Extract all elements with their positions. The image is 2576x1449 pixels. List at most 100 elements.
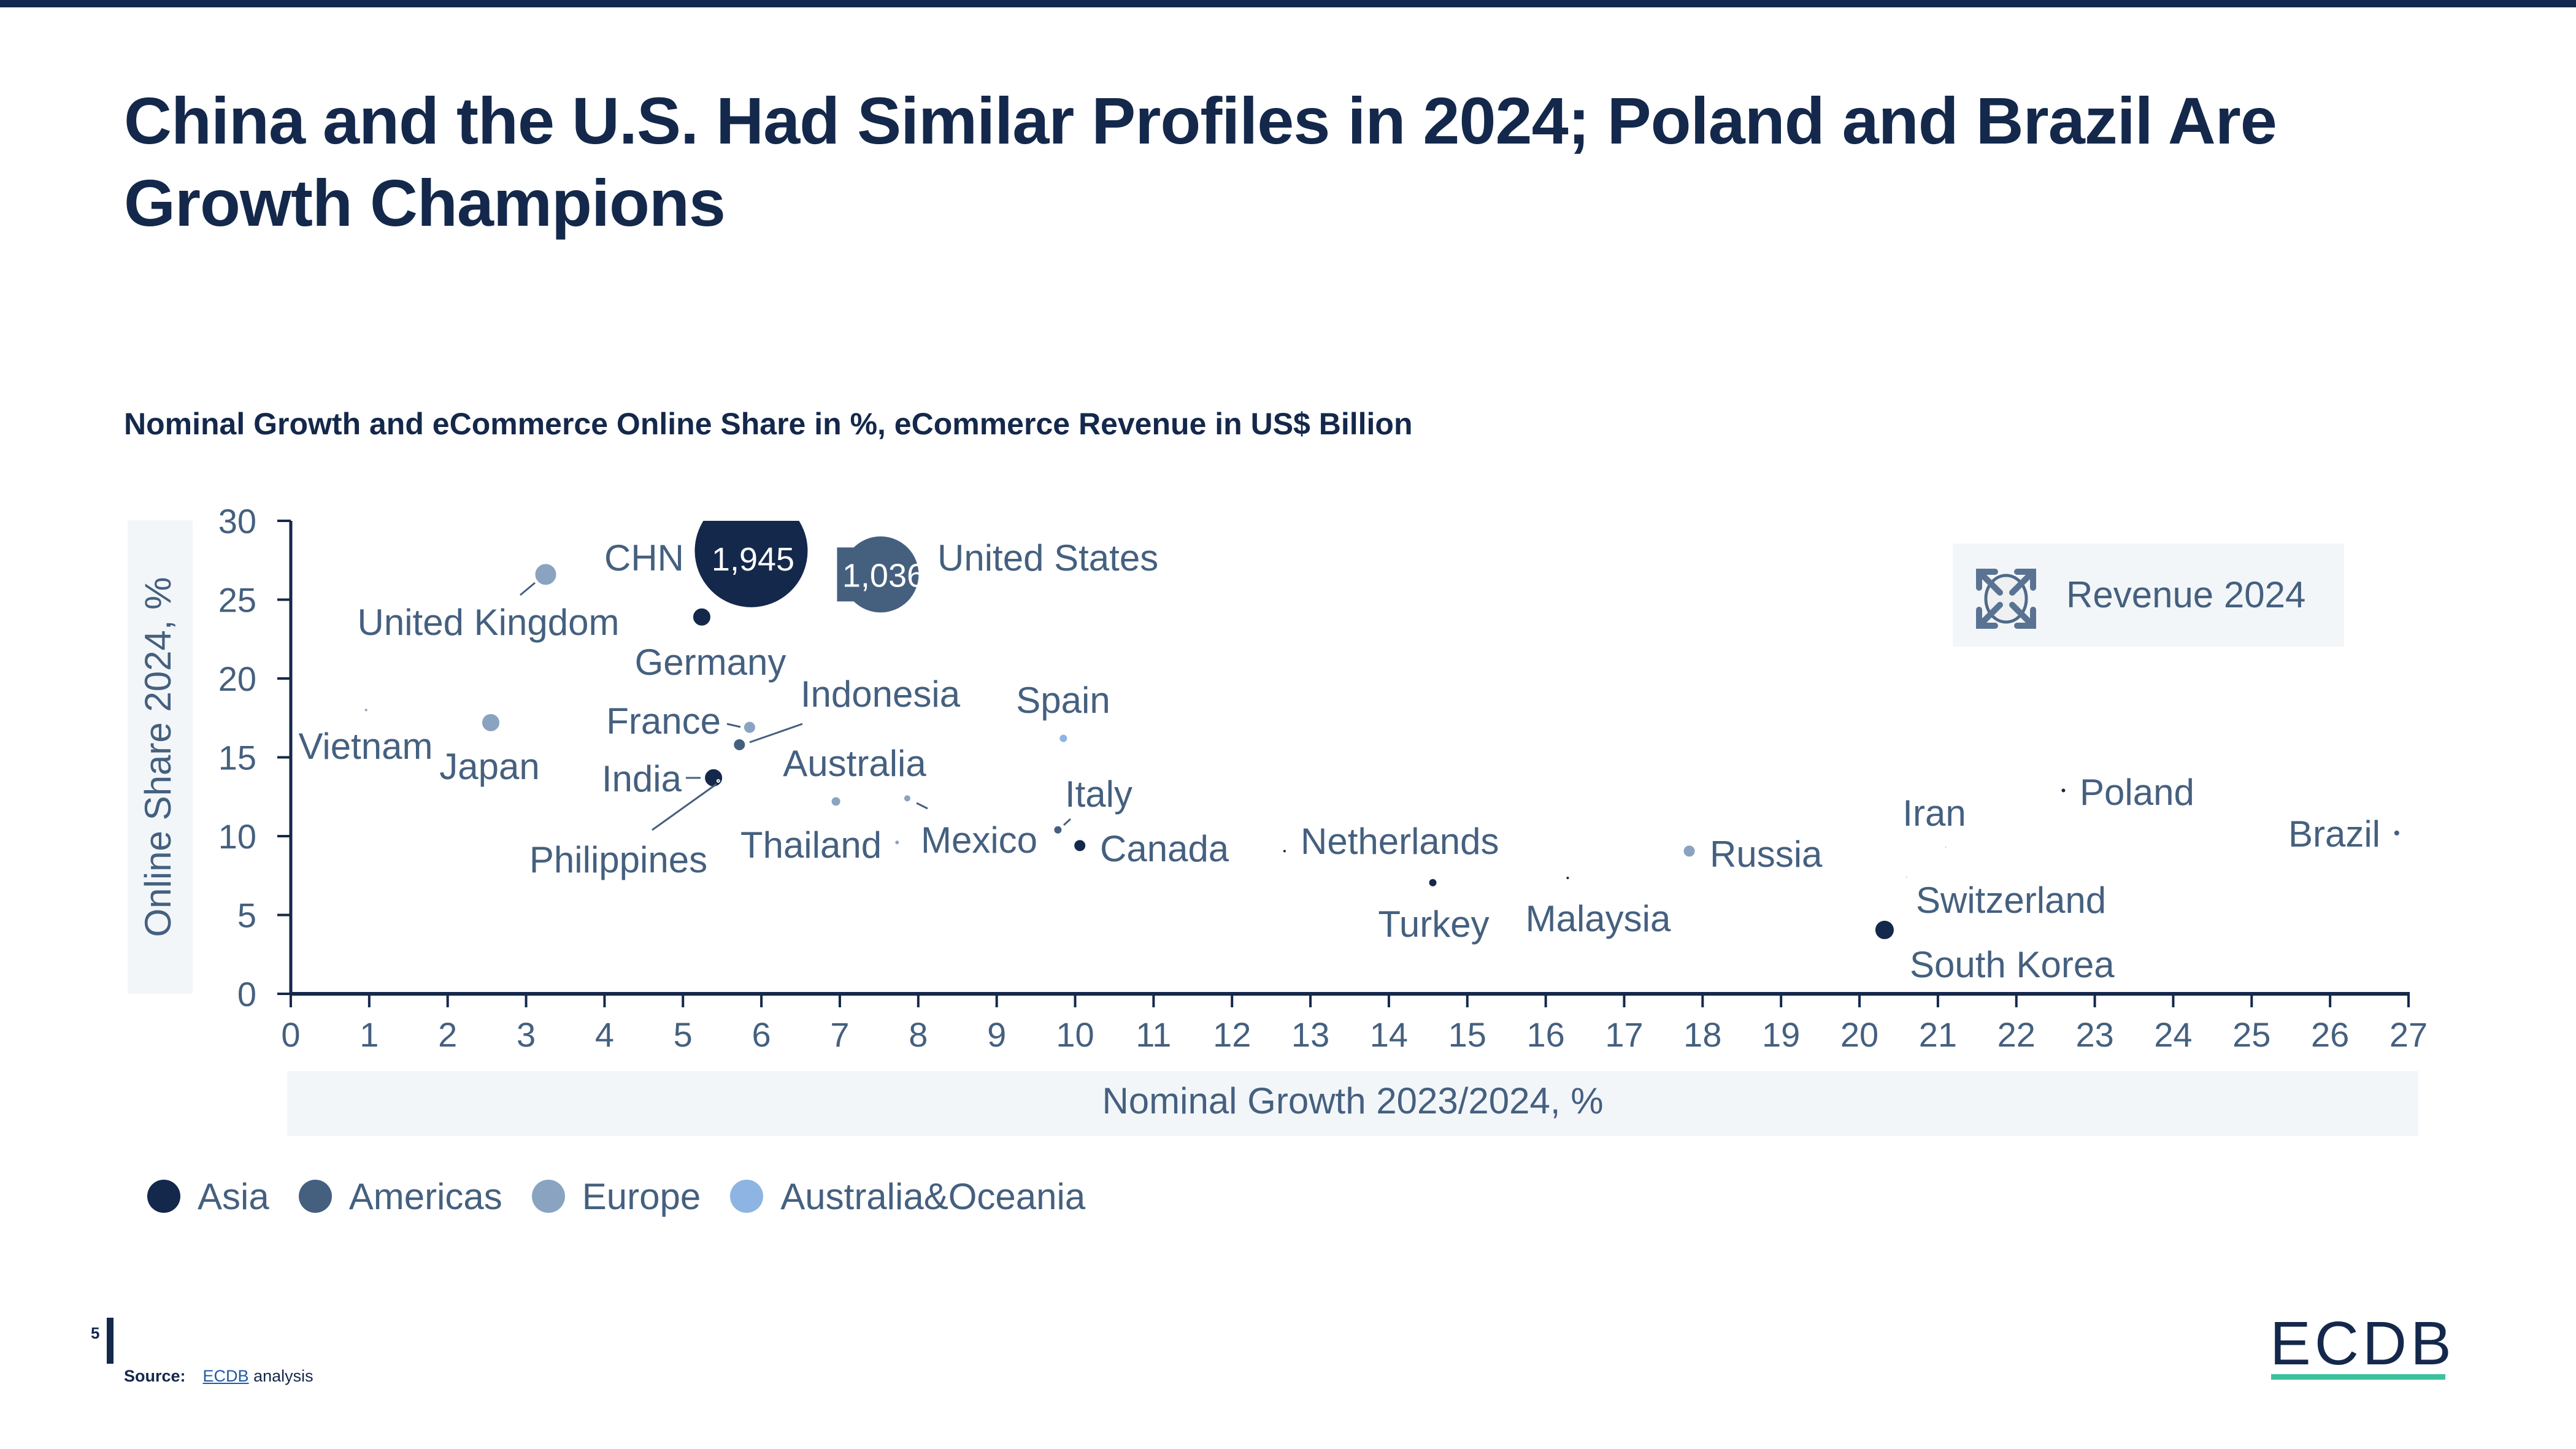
bubble-italy[interactable]: [1053, 824, 1063, 835]
x-tick-label: 10: [1056, 1015, 1094, 1054]
bubble-netherlands[interactable]: [1282, 848, 1287, 854]
x-tick-label: 9: [987, 1015, 1006, 1054]
x-tick-label: 5: [674, 1015, 693, 1054]
bubble-chn[interactable]: [692, 493, 810, 610]
page-number-bar: [107, 1318, 113, 1364]
y-tick-label: 0: [237, 975, 256, 1013]
bubble-russia[interactable]: [1682, 844, 1696, 858]
legend-swatch-australia-oceania: [730, 1180, 764, 1213]
point-label-canada: Canada: [1100, 828, 1229, 869]
legend-label: Australia&Oceania: [780, 1175, 1086, 1217]
size-legend-label: Revenue 2024: [2066, 574, 2305, 615]
x-tick-label: 14: [1370, 1015, 1408, 1054]
bubble-poland[interactable]: [2060, 787, 2067, 794]
y-tick-label: 15: [218, 739, 256, 777]
x-tick-label: 3: [517, 1015, 536, 1054]
point-label-india: India: [602, 758, 682, 799]
legend-item-europe[interactable]: Europe: [531, 1175, 701, 1218]
point-label-australia: Australia: [783, 743, 926, 784]
legend-item-americas[interactable]: Americas: [298, 1175, 502, 1218]
x-tick-label: 21: [1919, 1015, 1957, 1054]
bubble-germany[interactable]: [691, 607, 712, 627]
y-axis-title: Online Share 2024, %: [137, 577, 179, 937]
point-label-malaysia: Malaysia: [1526, 898, 1671, 939]
page-number: 5: [91, 1324, 100, 1342]
bubble-value-united-states: 1,036: [842, 557, 925, 594]
bubble-india[interactable]: [704, 767, 724, 788]
bubble-switzerland[interactable]: [1905, 875, 1909, 879]
bubble-indonesia[interactable]: [732, 737, 747, 751]
point-labels: CHN United States United Kingdom Germany Vie…: [298, 537, 2380, 985]
legend-label: Asia: [198, 1175, 269, 1217]
point-label-netherlands: Netherlands: [1301, 821, 1499, 862]
bubble-canada[interactable]: [1073, 839, 1087, 853]
legend-item-australia-oceania[interactable]: Australia&Oceania: [730, 1175, 1085, 1218]
point-label-poland: Poland: [2080, 772, 2194, 813]
x-tick-label: 22: [1997, 1015, 2036, 1054]
source-link[interactable]: ECDB: [202, 1367, 249, 1385]
x-tick-label: 18: [1683, 1015, 1721, 1054]
legend-label: Europe: [582, 1175, 701, 1217]
expand-arrows-icon: [1976, 569, 2036, 629]
x-tick-label: 23: [2075, 1015, 2113, 1054]
point-label-mexico: Mexico: [921, 820, 1037, 861]
y-tick-label: 20: [218, 659, 256, 698]
bubble-value-box-united-states: [837, 547, 898, 602]
x-tick-label: 4: [595, 1015, 614, 1054]
bubble-japan[interactable]: [481, 712, 501, 732]
bubble-vietnam[interactable]: [363, 707, 369, 713]
point-label-spain: Spain: [1016, 680, 1110, 721]
x-tick-label: 8: [909, 1015, 928, 1054]
bubble-turkey[interactable]: [1428, 877, 1438, 888]
bubble-south-korea[interactable]: [1874, 919, 1895, 940]
y-tick-label: 10: [218, 817, 256, 856]
legend-swatch-europe: [531, 1180, 565, 1213]
point-label-south-korea: South Korea: [1910, 944, 2115, 985]
legend-label: Americas: [348, 1175, 502, 1217]
bubble-france[interactable]: [742, 720, 756, 734]
legend-swatch-americas: [298, 1180, 332, 1213]
bubble-mexico[interactable]: [902, 794, 912, 803]
x-tick-label: 25: [2232, 1015, 2270, 1054]
point-label-russia: Russia: [1710, 834, 1823, 875]
bubble-iran[interactable]: [1944, 845, 1948, 849]
bubble-united-kingdom[interactable]: [534, 563, 558, 586]
source-note: Source: ECDB analysis: [124, 1367, 313, 1386]
x-tick-label: 0: [281, 1015, 300, 1054]
point-label-italy: Italy: [1065, 774, 1132, 815]
bubble-australia[interactable]: [830, 796, 842, 807]
ecdb-logo: ECDB: [2270, 1309, 2455, 1380]
x-tick-label: 17: [1605, 1015, 1643, 1054]
point-label-thailand: Thailand: [740, 824, 882, 866]
point-label-turkey: Turkey: [1378, 904, 1489, 945]
leader-france: [726, 723, 741, 728]
logo-underline: [2271, 1374, 2445, 1380]
point-label-japan: Japan: [439, 746, 539, 787]
x-tick-label: 20: [1840, 1015, 1878, 1054]
x-axis-title-panel: [287, 1071, 2418, 1136]
legend-swatch-asia: [147, 1180, 180, 1213]
bubble-thailand[interactable]: [894, 839, 901, 846]
x-tick-label: 7: [830, 1015, 849, 1054]
x-tick-label: 6: [752, 1015, 771, 1054]
point-label-iran: Iran: [1902, 793, 1966, 834]
legend-item-asia[interactable]: Asia: [147, 1175, 269, 1218]
bubble-philippines[interactable]: [716, 779, 720, 783]
logo-text: ECDB: [2270, 1309, 2455, 1378]
point-label-philippines: Philippines: [529, 839, 707, 880]
y-tick-label: 5: [237, 896, 256, 935]
region-legend: Asia Americas Europe Australia&Oceania: [147, 1172, 1115, 1221]
x-tick-label: 13: [1291, 1015, 1329, 1054]
bubble-malaysia[interactable]: [1565, 875, 1571, 881]
x-tick-label: 16: [1526, 1015, 1564, 1054]
bubble-value-chn: 1,945: [712, 541, 794, 578]
point-label-indonesia: Indonesia: [801, 674, 961, 715]
bubble-spain[interactable]: [1058, 733, 1069, 744]
point-label-france: France: [606, 701, 721, 742]
x-tick-label: 11: [1136, 1015, 1171, 1054]
top-brand-bar: [0, 0, 2576, 7]
point-label-vietnam: Vietnam: [298, 726, 433, 767]
leader-italy: [1063, 818, 1072, 826]
bubble-brazil[interactable]: [2393, 829, 2401, 837]
x-tick-label: 26: [2311, 1015, 2349, 1054]
